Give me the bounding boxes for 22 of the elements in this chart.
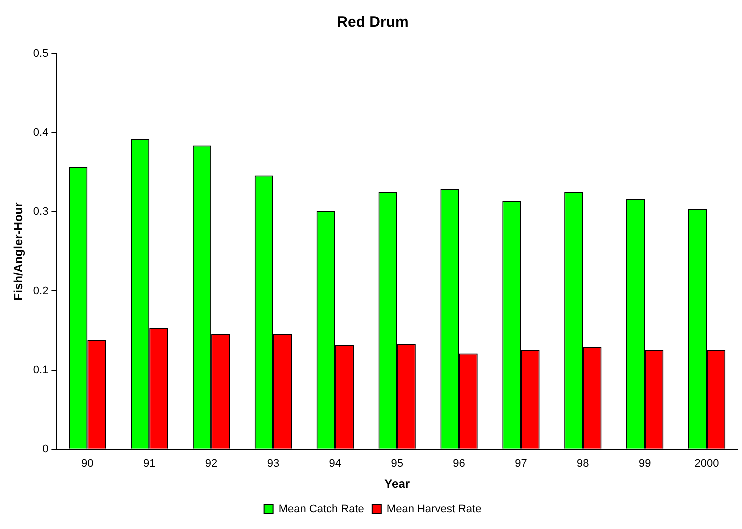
x-tick-label: 94	[329, 458, 342, 470]
x-tick-label: 98	[577, 458, 590, 470]
y-tick-label: 0.5	[33, 48, 49, 60]
x-tick-label: 96	[453, 458, 466, 470]
y-tick-label: 0.1	[33, 364, 49, 376]
x-axis-title: Year	[384, 477, 410, 492]
x-tick-label: 2000	[694, 458, 720, 470]
x-tick-label: 97	[515, 458, 528, 470]
y-tick-label: 0.3	[33, 206, 49, 218]
legend-label: Mean Harvest Rate	[386, 504, 482, 516]
x-tick-label: 91	[143, 458, 156, 470]
chart-title: Red Drum	[337, 14, 409, 32]
x-tick-label: 90	[82, 458, 94, 470]
y-tick-label: 0	[42, 443, 49, 456]
y-tick-label: 0.4	[33, 127, 49, 140]
legend-label: Mean Catch Rate	[278, 504, 364, 516]
x-tick-label: 99	[638, 458, 652, 470]
y-axis-title: Fish/Angler-Hour	[12, 202, 26, 301]
x-tick-label: 95	[391, 458, 404, 470]
x-tick-label: 92	[205, 458, 218, 470]
x-tick-label: 93	[267, 458, 280, 470]
y-tick-label: 0.2	[33, 285, 49, 298]
